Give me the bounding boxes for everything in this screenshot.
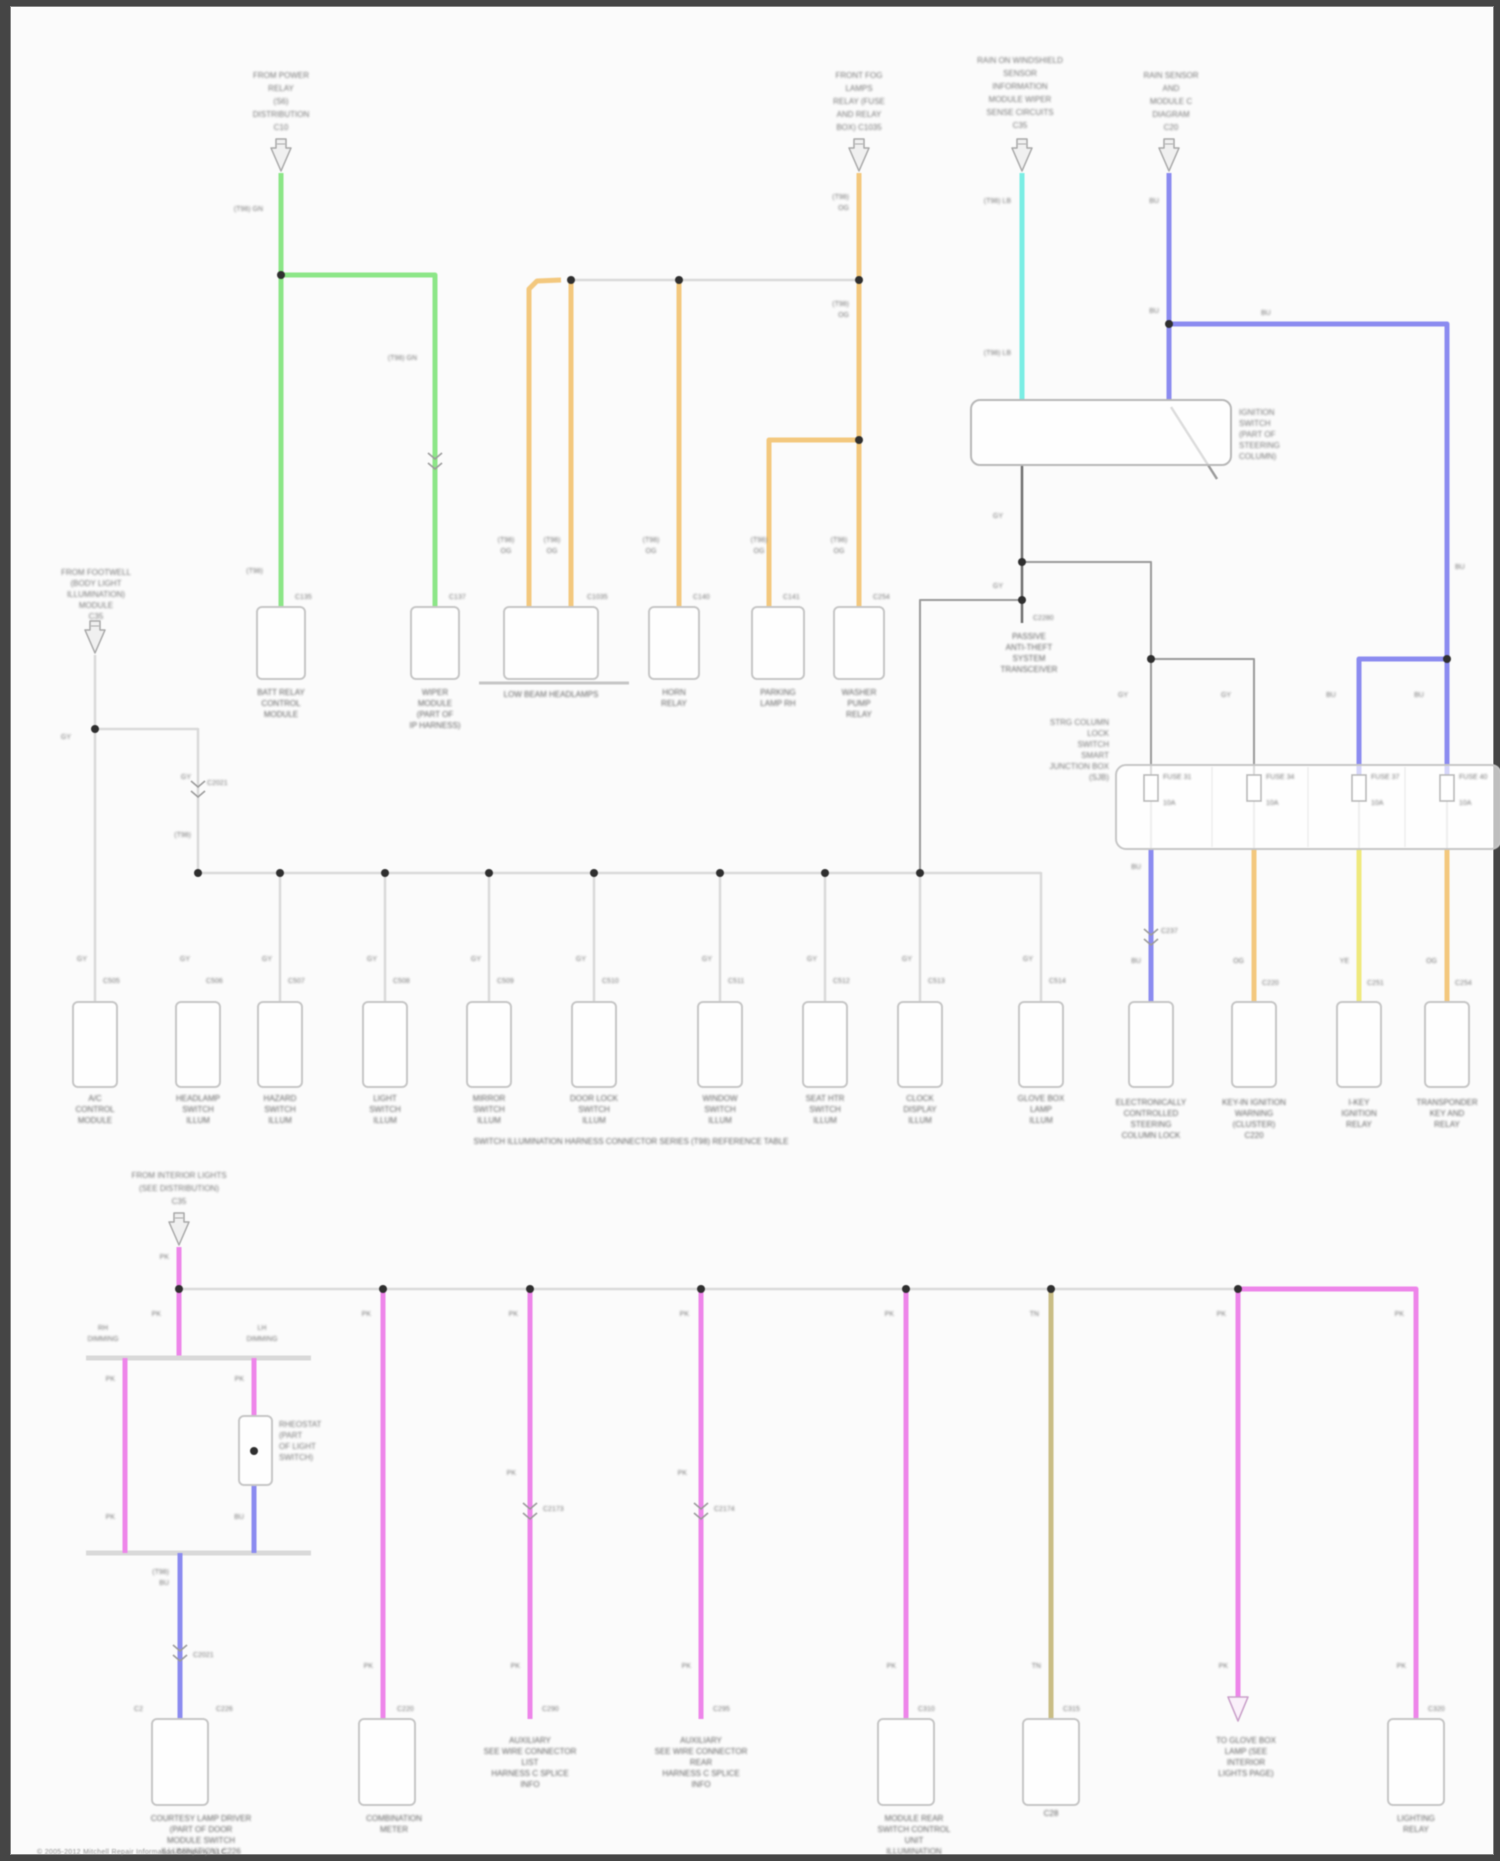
junction-dot <box>821 869 829 877</box>
junction-dot <box>1234 1285 1242 1293</box>
svc-to-fuse1-wire <box>1022 561 1152 659</box>
rear-switch-module-box <box>877 1718 935 1806</box>
junction-dot <box>697 1285 705 1293</box>
illum-row-box-9 <box>897 1001 943 1088</box>
inline-conn-lock-icon <box>1143 938 1159 947</box>
inline-conn-aux2-icon <box>693 1512 709 1521</box>
inline-conn-courtesy-icon <box>172 1644 188 1653</box>
illum-bus-wire <box>198 871 1043 1002</box>
offpage-blue-offpage-arrow-icon <box>1158 138 1180 172</box>
junction-dot <box>276 869 284 877</box>
junction-dot <box>1047 1285 1055 1293</box>
junction-dot <box>381 869 389 877</box>
svc-to-bus-wire <box>919 599 1022 873</box>
steering-lock-box <box>1128 1001 1174 1088</box>
fuse-panel-box <box>1115 764 1500 850</box>
offpage-orange-offpage-arrow-icon <box>848 138 870 172</box>
junction-dot <box>277 271 285 279</box>
ignition-switch-box <box>970 399 1232 466</box>
lighting-relay-box <box>1387 1718 1445 1806</box>
fuse-31-icon <box>1143 774 1159 802</box>
illum-row-box-10 <box>1018 1001 1064 1088</box>
junction-dot <box>379 1285 387 1293</box>
pink-bus-right-wire <box>1238 1286 1419 1719</box>
diagram-paper: FROM POWER RELAY (S6) DISTRIBUTION C10 FRONT … <box>10 6 1500 1856</box>
junction-dot <box>1443 655 1451 663</box>
key-warning-box <box>1231 1001 1277 1088</box>
courtesy-lamp-box <box>151 1718 209 1806</box>
junction-dot <box>250 1447 258 1455</box>
washer-pump-relay-box <box>833 606 885 680</box>
ikey-relay-box <box>1336 1001 1382 1088</box>
svc-fuse2-drop-wire <box>1151 658 1255 775</box>
illum-branch-wire <box>95 727 200 873</box>
junction-dot <box>194 869 202 877</box>
offpage-pink-offpage-arrow-icon <box>168 1212 190 1246</box>
illum-row-box-5 <box>466 1001 512 1088</box>
c28-box <box>1022 1718 1080 1806</box>
junction-dot <box>175 1285 183 1293</box>
junction-dot <box>526 1285 534 1293</box>
illum-row-box-8 <box>802 1001 848 1088</box>
to-glovebox-connector-icon <box>1227 1696 1249 1722</box>
wiring-diagram-canvas <box>72 138 1500 1806</box>
offpage-illum-offpage-arrow-icon <box>84 620 106 654</box>
fuse-34-icon <box>1246 774 1262 802</box>
junction-dot <box>855 276 863 284</box>
illum-row-box-7 <box>697 1001 743 1088</box>
inline-conn-aux1-icon <box>522 1512 538 1521</box>
junction-dot <box>485 869 493 877</box>
combination-meter-box <box>358 1718 416 1806</box>
inline-conn-illum-icon <box>190 780 206 789</box>
parking-lamp-box <box>751 606 805 680</box>
junction-dot <box>91 725 99 733</box>
junction-dot <box>902 1285 910 1293</box>
copyright-note: © 2005-2012 Mitchell Repair Information … <box>37 1849 229 1856</box>
fuse-40-icon <box>1439 774 1455 802</box>
offpage-cyan-offpage-arrow-icon <box>1011 138 1033 172</box>
low-beam-headlamps-box <box>503 606 599 680</box>
batt-relay-module-box <box>256 606 306 680</box>
inline-conn-aux2-icon <box>693 1502 709 1511</box>
junction-dot <box>716 869 724 877</box>
junction-dot <box>1018 558 1026 566</box>
junction-dot <box>675 276 683 284</box>
junction-dot <box>1147 655 1155 663</box>
wiper-module-box <box>410 606 460 680</box>
fuse-37-icon <box>1351 774 1367 802</box>
inline-conn-illum-icon <box>190 790 206 799</box>
inline-conn-aux1-icon <box>522 1502 538 1511</box>
illum-row-box-4 <box>362 1001 408 1088</box>
orange-curve-wire <box>526 277 562 607</box>
junction-dot <box>590 869 598 877</box>
transponder-box <box>1424 1001 1470 1088</box>
illum-row-box-1 <box>72 1001 118 1088</box>
illum-row-box-2 <box>175 1001 221 1088</box>
horn-relay-box <box>648 606 700 680</box>
inline-conn-green-icon <box>427 452 443 461</box>
inline-conn-lock-icon <box>1143 928 1159 937</box>
blue-drop-left-wire <box>1356 656 1447 775</box>
illum-row-box-6 <box>571 1001 617 1088</box>
green-branch-wire <box>281 272 438 607</box>
inline-conn-courtesy-icon <box>172 1654 188 1663</box>
inline-conn-green-icon <box>427 462 443 471</box>
junction-dot <box>1018 596 1026 604</box>
junction-dot <box>916 869 924 877</box>
orange-lamp-branch-wire <box>766 437 859 607</box>
junction-dot <box>855 436 863 444</box>
blue-top-run-wire <box>1169 321 1450 659</box>
illum-row-box-3 <box>257 1001 303 1088</box>
junction-dot <box>1165 320 1173 328</box>
offpage-green-offpage-arrow-icon <box>270 138 292 172</box>
junction-dot <box>567 276 575 284</box>
